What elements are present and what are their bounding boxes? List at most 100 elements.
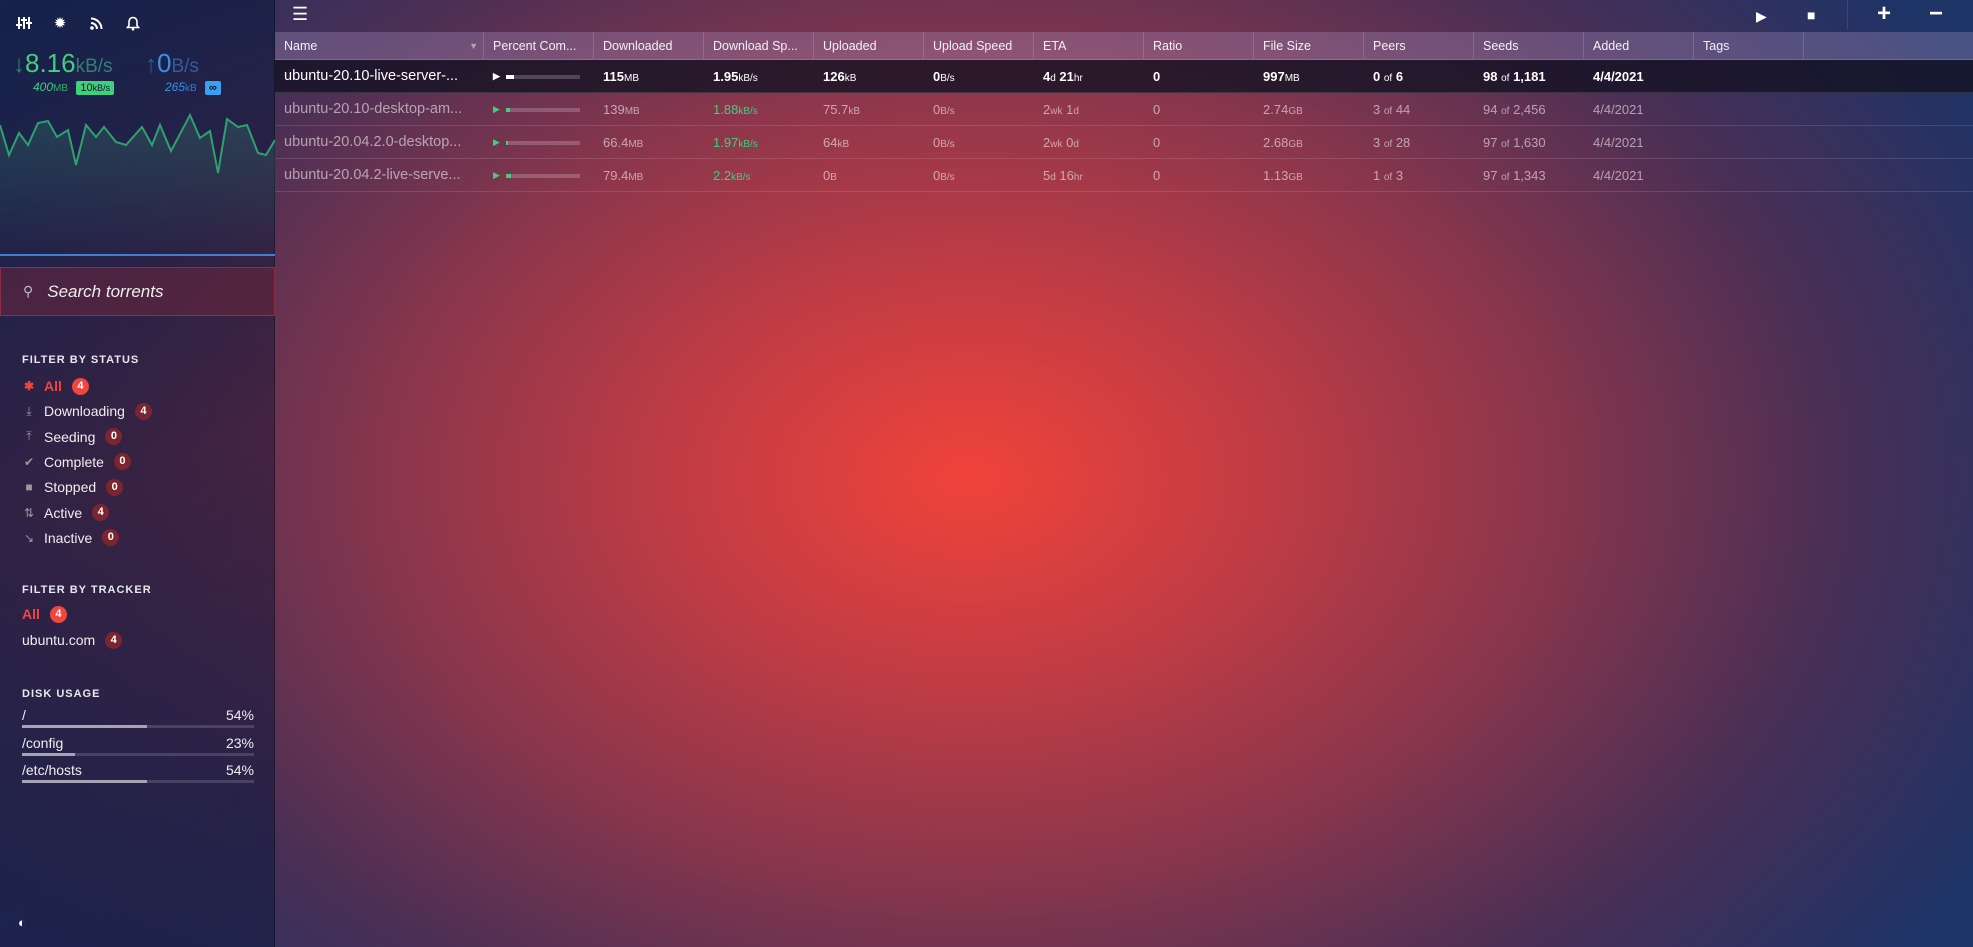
status-filter-stopped[interactable]: ■ Stopped 0 bbox=[22, 477, 124, 497]
eta-b: 0 bbox=[1066, 135, 1074, 150]
table-row[interactable]: ubuntu-20.10-live-server-... ▶ 115MB 1.95kB… bbox=[275, 60, 1973, 93]
torrent-name: ubuntu-20.10-live-server-... bbox=[284, 68, 459, 84]
table-row[interactable]: ubuntu-20.04.2-live-serve... ▶ 79.4MB 2.2kB… bbox=[275, 159, 1973, 192]
file-size-value: 1.13 bbox=[1263, 168, 1289, 183]
transfer-graph bbox=[0, 112, 275, 255]
uploaded-value: 75.7 bbox=[823, 102, 849, 117]
play-icon[interactable]: ▶ bbox=[493, 71, 500, 81]
column-header[interactable]: Tags bbox=[1694, 32, 1804, 59]
of-label: of bbox=[1501, 73, 1510, 84]
seeds: 98 of 1,181 bbox=[1474, 60, 1584, 92]
disk-path: /config bbox=[22, 734, 64, 751]
seeds: 97 of 1,630 bbox=[1474, 126, 1584, 158]
status-count: 0 bbox=[102, 529, 120, 547]
asterisk-icon: ✱ bbox=[23, 379, 35, 393]
status-filter-seeding[interactable]: ⤒ Seeding 0 bbox=[22, 427, 123, 447]
menu-icon[interactable]: ☰ bbox=[292, 4, 309, 24]
column-header[interactable]: Download Sp... bbox=[704, 32, 814, 59]
torrent-name: ubuntu-20.04.2.0-desktop... bbox=[284, 134, 462, 150]
upload-speed-value: 0 bbox=[933, 69, 941, 84]
added-date: 4/4/2021 bbox=[1593, 135, 1644, 150]
upload-limit-badge[interactable]: ∞ bbox=[205, 81, 221, 95]
torrent-name: ubuntu-20.10-desktop-am... bbox=[284, 101, 463, 117]
downloaded: 139MB bbox=[594, 93, 704, 125]
tracker-filter-ubuntu[interactable]: ubuntu.com 4 bbox=[22, 630, 123, 650]
progress-bar: ▶ bbox=[493, 60, 594, 92]
bell-icon[interactable] bbox=[124, 14, 142, 32]
of-label: of bbox=[1383, 106, 1393, 117]
play-icon[interactable]: ▶ bbox=[493, 170, 500, 180]
peers-total: 44 bbox=[1395, 102, 1411, 117]
disk-percent: 23% bbox=[225, 734, 254, 751]
seeds: 97 of 1,343 bbox=[1474, 159, 1584, 191]
gear-icon[interactable]: ✹ bbox=[53, 15, 67, 32]
column-header[interactable]: Name ▼ bbox=[275, 32, 484, 59]
upload-speed-unit: B/s bbox=[940, 139, 955, 150]
play-icon[interactable]: ▶ bbox=[493, 137, 500, 147]
downloaded-unit: MB bbox=[628, 172, 644, 183]
play-icon[interactable]: ▶ bbox=[493, 104, 500, 114]
tags bbox=[1694, 93, 1804, 125]
eta: 2wk 0d bbox=[1034, 126, 1144, 158]
seeds-connected: 94 bbox=[1483, 102, 1498, 117]
column-header[interactable]: Uploaded bbox=[814, 32, 924, 59]
download-limit-badge[interactable]: 10kB/s bbox=[76, 81, 115, 95]
column-header[interactable] bbox=[1804, 32, 1973, 59]
file-size-value: 2.68 bbox=[1263, 135, 1289, 150]
column-header[interactable]: Percent Com... bbox=[484, 32, 594, 59]
tags bbox=[1694, 126, 1804, 158]
file-size: 2.68GB bbox=[1254, 126, 1364, 158]
stop-icon[interactable]: ■ bbox=[1807, 7, 1816, 23]
status-filter-complete[interactable]: ✔ Complete 0 bbox=[22, 452, 131, 472]
column-header[interactable]: Upload Speed bbox=[924, 32, 1034, 59]
percent-complete: ▶ bbox=[484, 93, 594, 125]
peers-connected: 3 bbox=[1373, 135, 1381, 150]
status-filter-downloading[interactable]: ⤓ Downloading 4 bbox=[22, 401, 152, 421]
file-size: 1.13GB bbox=[1254, 159, 1364, 191]
status-label: Complete bbox=[44, 453, 104, 470]
progress-track bbox=[505, 140, 580, 145]
status-filter-active[interactable]: ⇅ Active 4 bbox=[22, 503, 110, 523]
search-box[interactable]: ⚲ bbox=[0, 267, 275, 316]
rss-icon[interactable] bbox=[87, 14, 105, 32]
upload-speed-value: 0 bbox=[933, 102, 941, 117]
remove-icon[interactable]: − bbox=[1929, 0, 1944, 27]
disk-path: / bbox=[22, 707, 26, 723]
status-count: 4 bbox=[71, 377, 89, 395]
uploaded: 64kB bbox=[814, 126, 924, 158]
download-speed: ↓8.16kB/s bbox=[13, 48, 113, 79]
file-size-unit: GB bbox=[1288, 106, 1303, 117]
upload-speed: ↑0B/s bbox=[145, 48, 199, 79]
column-header[interactable]: File Size bbox=[1254, 32, 1364, 59]
seeds-connected: 97 bbox=[1483, 135, 1498, 150]
column-header[interactable]: Peers bbox=[1364, 32, 1474, 59]
column-header[interactable]: Downloaded bbox=[594, 32, 704, 59]
of-label: of bbox=[1501, 106, 1510, 117]
status-filter-inactive[interactable]: ↘ Inactive 0 bbox=[22, 528, 120, 548]
upload-speed: 0B/s bbox=[924, 159, 1034, 191]
start-icon[interactable]: ▶ bbox=[1756, 8, 1767, 24]
status-filter-all[interactable]: ✱ All 4 bbox=[22, 376, 89, 396]
download-speed-unit: kB/s bbox=[738, 139, 758, 150]
table-row[interactable]: ubuntu-20.04.2.0-desktop... ▶ 66.4MB 1.97kB… bbox=[275, 126, 1973, 159]
column-header[interactable]: Seeds bbox=[1474, 32, 1584, 59]
theme-toggle-icon[interactable]: ◐ bbox=[18, 915, 26, 930]
column-header[interactable]: ETA bbox=[1034, 32, 1144, 59]
disk-row: /config 23% bbox=[22, 735, 254, 751]
column-header[interactable]: Ratio bbox=[1144, 32, 1254, 59]
column-header[interactable]: Added bbox=[1584, 32, 1694, 59]
added-date: 4/4/2021 bbox=[1593, 69, 1644, 84]
inactive-icon: ↘ bbox=[23, 530, 35, 545]
download-speed-value: 8.16 bbox=[25, 48, 76, 78]
search-input[interactable] bbox=[47, 281, 248, 302]
file-size-value: 2.74 bbox=[1263, 102, 1289, 117]
downloaded-value: 66.4 bbox=[603, 135, 629, 150]
peers-connected: 3 bbox=[1373, 102, 1381, 117]
table-row[interactable]: ubuntu-20.10-desktop-am... ▶ 139MB 1.88kB/s… bbox=[275, 93, 1973, 126]
sliders-icon[interactable] bbox=[15, 14, 33, 32]
add-icon[interactable]: + bbox=[1877, 0, 1892, 27]
eta-a: 4 bbox=[1043, 69, 1051, 84]
status-label: All bbox=[44, 378, 62, 394]
ratio: 0 bbox=[1153, 135, 1161, 150]
tracker-filter-all[interactable]: All 4 bbox=[22, 604, 67, 624]
